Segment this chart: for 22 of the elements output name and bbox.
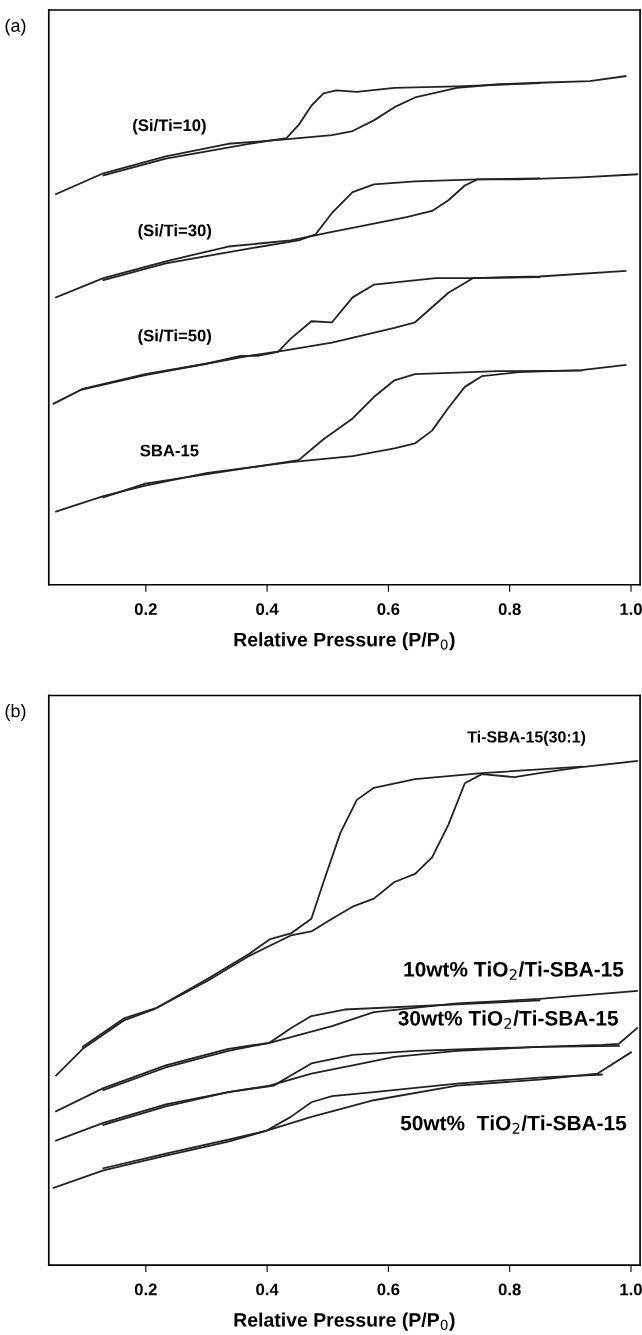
- x-tick-label: 1.0: [620, 603, 642, 616]
- x-tick-label: 0.2: [134, 603, 157, 616]
- chart-title: (b): [5, 704, 26, 721]
- series-label: 10wt% TiO$_{2}$/Ti-SBA-15: [404, 961, 624, 980]
- x-tick-label: 1.0: [620, 1283, 642, 1296]
- series-label: 30wt% TiO$_{2}$/Ti-SBA-15: [398, 1010, 618, 1029]
- x-axis-title: Relative Pressure (P/P$_{0}$): [234, 632, 455, 651]
- x-tick-label: 0.8: [498, 603, 521, 616]
- x-tick-label: 0.4: [256, 1283, 279, 1296]
- x-tick-label: 0.6: [377, 603, 400, 616]
- x-tick-label: 0.4: [256, 603, 279, 616]
- series-label: (Si/Ti=30): [138, 224, 212, 240]
- series-label: 50wt% TiO$_{2}$/Ti-SBA-15: [400, 1115, 627, 1134]
- series-label: SBA-15: [140, 444, 199, 457]
- chart-title: (a): [5, 18, 26, 36]
- series-label: Ti-SBA-15(30:1): [467, 730, 586, 746]
- series-label: (Si/Ti=50): [138, 329, 212, 345]
- x-tick-label: 0.8: [498, 1283, 521, 1296]
- x-tick-label: 0.2: [134, 1283, 157, 1296]
- x-axis-title: Relative Pressure (P/P$_{0}$): [234, 1312, 455, 1331]
- series-label: (Si/Ti=10): [133, 118, 206, 135]
- x-tick-label: 0.6: [377, 1283, 400, 1296]
